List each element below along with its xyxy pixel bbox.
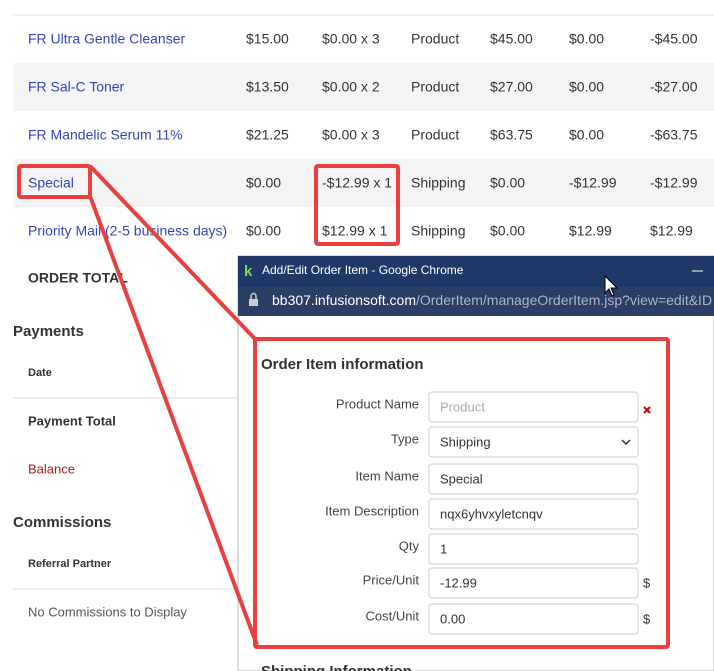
field-label: Product Name	[336, 396, 419, 411]
field-label: Qty	[399, 538, 420, 553]
input-value: nqx6yhvxyletcnqv	[440, 506, 543, 521]
cell: $0.00 x 3	[322, 31, 380, 47]
title-bar	[238, 256, 714, 287]
cell: -$12.99	[650, 175, 698, 191]
input[interactable]	[428, 533, 639, 565]
balance: Balance	[28, 461, 75, 476]
cell: $21.25	[246, 127, 289, 143]
field-label: Type	[391, 431, 419, 446]
item-link[interactable]: FR Mandelic Serum 11%	[28, 127, 183, 143]
section-title: Order Item information	[261, 356, 424, 373]
cell: -$27.00	[650, 79, 698, 95]
input-value: -12.99	[440, 575, 477, 590]
payment-total: Payment Total	[28, 413, 116, 428]
input[interactable]	[428, 391, 639, 423]
input-value: Shipping	[440, 434, 491, 449]
field-label: Price/Unit	[363, 572, 420, 587]
highlight-box	[17, 164, 92, 199]
currency-suffix: $	[643, 611, 651, 626]
item-link[interactable]: FR Sal-C Toner	[28, 79, 125, 95]
item-link[interactable]: Priority Mail (2-5 business days)	[28, 223, 227, 239]
cell: $12.99	[569, 223, 612, 239]
cell: $0.00	[569, 79, 604, 95]
url-path: /OrderItem/manageOrderItem.jsp?view=edit…	[416, 292, 712, 308]
cell: Shipping	[411, 223, 466, 239]
field-label: Cost/Unit	[366, 608, 420, 623]
cell: $63.75	[490, 127, 533, 143]
window-title: Add/Edit Order Item - Google Chrome	[262, 263, 464, 277]
referral-header: Referral Partner	[28, 558, 112, 570]
input-value: Special	[440, 471, 483, 486]
input[interactable]	[428, 603, 639, 635]
cell: $0.00	[246, 223, 281, 239]
placeholder: Product	[440, 399, 485, 414]
date-header: Date	[28, 367, 52, 379]
next-section-title: Shipping Information	[261, 663, 412, 671]
commissions-title: Commissions	[13, 514, 111, 531]
callout-line	[88, 195, 259, 646]
cell: $45.00	[490, 31, 533, 47]
order-total-label: ORDER TOTAL	[28, 270, 128, 286]
input-value: 0.00	[440, 611, 465, 626]
app-icon: k	[244, 263, 253, 280]
cell: -$12.99 x 1	[322, 175, 392, 191]
cell: $0.00	[490, 175, 525, 191]
lock-icon	[249, 299, 258, 306]
cell: $13.50	[246, 79, 289, 95]
clear-icon[interactable]	[643, 406, 651, 414]
highlight-box	[253, 337, 670, 649]
url-host: bb307.infusionsoft.com	[272, 292, 416, 308]
input-value: 1	[440, 541, 447, 556]
cell: $0.00 x 3	[322, 127, 380, 143]
cell: -$45.00	[650, 31, 698, 47]
commissions-empty: No Commissions to Display	[28, 604, 187, 619]
input[interactable]	[428, 498, 639, 530]
cell: $0.00 x 2	[322, 79, 380, 95]
cell: Product	[411, 127, 459, 143]
cell: -$63.75	[650, 127, 698, 143]
field-label: Item Description	[325, 503, 419, 518]
row-background	[13, 63, 714, 111]
annotations	[17, 164, 670, 649]
address-bar	[238, 287, 714, 316]
select-chevron	[621, 439, 631, 446]
lock-shackle	[250, 292, 257, 299]
cell: $0.00	[569, 31, 604, 47]
cell: $15.00	[246, 31, 289, 47]
input[interactable]	[428, 463, 639, 495]
cell: Shipping	[411, 175, 466, 191]
cell: Product	[411, 31, 459, 47]
field-label: Item Name	[355, 468, 419, 483]
callout-line	[88, 164, 259, 343]
item-link[interactable]: Special	[28, 175, 74, 191]
item-link[interactable]: FR Ultra Gentle Cleanser	[28, 31, 186, 47]
input[interactable]	[428, 567, 639, 599]
cell: Product	[411, 79, 459, 95]
cell: $12.99	[650, 223, 693, 239]
payments-title: Payments	[13, 323, 84, 340]
input[interactable]	[428, 426, 639, 458]
cell: -$12.99	[569, 175, 617, 191]
cell: $27.00	[490, 79, 533, 95]
mouse-cursor	[604, 274, 619, 297]
cell: $12.99 x 1	[322, 223, 388, 239]
cell: $0.00	[490, 223, 525, 239]
highlight-box	[314, 164, 400, 246]
cell: $0.00	[569, 127, 604, 143]
cell: $0.00	[246, 175, 281, 191]
currency-suffix: $	[643, 575, 651, 590]
url: bb307.infusionsoft.com/OrderItem/manageO…	[272, 292, 712, 308]
